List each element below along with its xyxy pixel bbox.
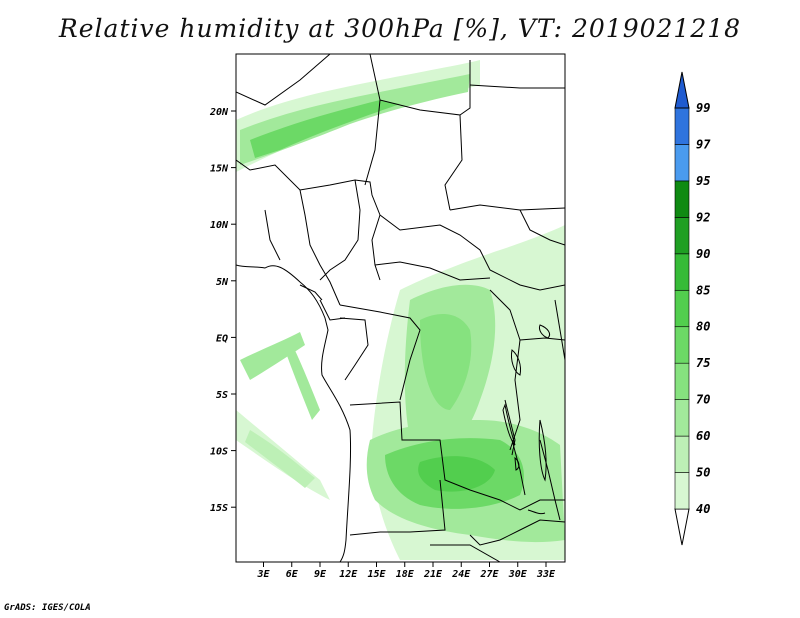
lon-tick-label: 27E: [479, 569, 499, 580]
colorbar-label: 85: [696, 283, 710, 297]
country-boundaries: [236, 54, 565, 562]
colorbar-label: 60: [696, 429, 710, 443]
lon-tick-label: 12E: [339, 569, 358, 580]
map-frame: [235, 53, 566, 563]
colorbar-segment: [674, 362, 690, 400]
colorbar-label: 80: [696, 320, 710, 334]
colorbar-label: 75: [696, 356, 710, 370]
colorbar-label: 99: [696, 101, 710, 115]
lat-tick-label: 5S: [216, 390, 228, 401]
longitude-axis: 3E 6E 9E 12E 15E 18E 21E 24E 27E 30E 33E: [256, 562, 556, 580]
colorbar-segment: [674, 399, 690, 437]
colorbar-label: 70: [696, 393, 710, 407]
lon-tick-label: 6E: [286, 569, 299, 580]
colorbar-min-arrow: [674, 508, 690, 546]
lon-tick-label: 15E: [367, 569, 386, 580]
colorbar-segment: [674, 107, 690, 145]
lon-tick-label: 33E: [536, 569, 556, 580]
lon-tick-label: 21E: [423, 569, 443, 580]
map-title: Relative humidity at 300hPa [%], VT: 201…: [58, 14, 742, 43]
colorbar-label: 40: [696, 502, 710, 516]
colorbar-label: 50: [696, 466, 710, 480]
lon-tick-label: 9E: [314, 569, 327, 580]
lon-tick-label: 3E: [256, 569, 270, 580]
colorbar-segment: [674, 326, 690, 364]
colorbar-label: 95: [696, 174, 710, 188]
colorbar-segment: [674, 180, 690, 218]
lat-tick-label: 15S: [210, 503, 228, 514]
colorbar: 40 50 60 70 75 80 85 90 92 95 97 99: [674, 71, 711, 546]
lat-tick-label: 15N: [210, 164, 229, 175]
colorbar-segment: [674, 253, 690, 291]
colorbar-label: 97: [696, 137, 711, 151]
colorbar-label: 90: [696, 247, 710, 261]
lat-tick-label: EQ: [216, 333, 228, 344]
colorbar-segment: [674, 144, 690, 182]
lat-tick-label: 10S: [210, 447, 228, 458]
colorbar-segment: [674, 435, 690, 473]
colorbar-label: 92: [696, 210, 710, 224]
lat-tick-label: 20N: [209, 107, 229, 118]
colorbar-segment: [674, 217, 690, 255]
lon-tick-label: 18E: [396, 569, 415, 580]
lon-tick-label: 24E: [451, 569, 471, 580]
lon-tick-label: 30E: [508, 569, 528, 580]
lat-tick-label: 10N: [210, 220, 229, 231]
lakes: [502, 324, 551, 515]
humidity-shading: [236, 60, 565, 560]
colorbar-max-arrow: [674, 71, 690, 109]
grads-credit: GrADS: IGES/COLA: [4, 603, 91, 613]
lat-tick-label: 5N: [216, 277, 229, 288]
colorbar-segment: [674, 289, 690, 328]
colorbar-segment: [674, 472, 690, 510]
latitude-axis: 20N 15N 10N 5N EQ 5S 10S 15S: [209, 107, 236, 514]
